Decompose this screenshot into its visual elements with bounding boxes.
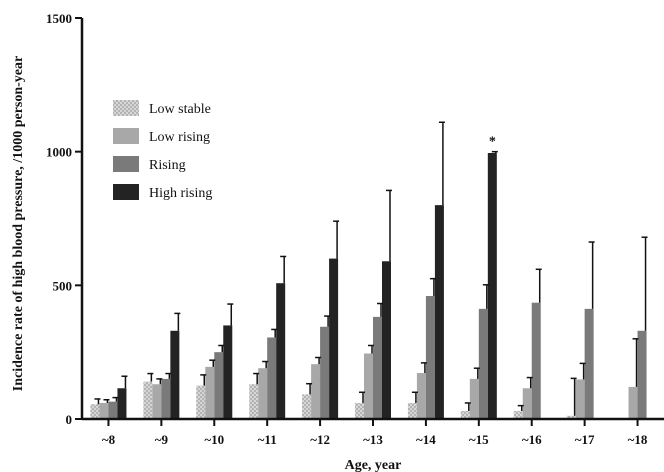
legend-label: Low rising <box>149 130 210 145</box>
legend-swatch <box>113 128 139 144</box>
bar <box>460 410 470 419</box>
bar <box>407 402 417 419</box>
bar <box>355 402 364 419</box>
bar <box>487 153 497 419</box>
bar <box>416 373 426 419</box>
bar <box>584 308 594 419</box>
bar <box>320 326 330 419</box>
bar <box>531 302 541 419</box>
bar <box>152 384 162 419</box>
bar <box>223 325 233 419</box>
x-tick-label: ~16 <box>522 432 542 447</box>
bar <box>425 296 435 419</box>
bar <box>205 366 215 419</box>
bar <box>276 283 286 419</box>
y-tick-label: 500 <box>53 278 73 293</box>
y-axis-title: Incidence rate of high blood pressure, /… <box>11 56 26 391</box>
legend-label: Low stable <box>149 102 211 117</box>
legend-swatch <box>113 184 139 200</box>
bar <box>99 402 109 419</box>
x-tick-label: ~14 <box>416 432 436 447</box>
bar <box>214 352 224 419</box>
y-tick-label: 1000 <box>46 145 72 160</box>
bar <box>117 388 127 419</box>
significance-asterisk: * <box>489 135 496 150</box>
x-tick-label: ~17 <box>575 432 595 447</box>
bar <box>161 378 171 419</box>
y-tick-label: 0 <box>66 412 73 427</box>
legend-label: High rising <box>149 186 212 201</box>
bar <box>628 386 638 419</box>
bar <box>108 401 118 419</box>
x-tick-label: ~11 <box>258 432 277 447</box>
bar <box>373 316 382 419</box>
bar <box>311 364 321 419</box>
x-axis-title: Age, year <box>345 458 402 472</box>
x-tick-label: ~15 <box>469 432 489 447</box>
x-tick-label: ~13 <box>363 432 383 447</box>
bar <box>267 337 277 419</box>
bar <box>302 394 312 419</box>
ticks-layer: 0 500 1000 1500 ~8 ~9 ~10 ~11 ~12 ~13 ~14 ~15 ~16 ~17… <box>46 11 648 447</box>
error-bars-layer <box>94 121 648 416</box>
y-tick-label: 1500 <box>46 11 72 26</box>
bar <box>513 410 523 419</box>
bars-layer <box>90 153 647 419</box>
x-tick-label: ~8 <box>102 432 116 447</box>
bar <box>637 330 647 419</box>
x-tick-label: ~12 <box>310 432 330 447</box>
legend-label: Rising <box>149 158 186 173</box>
bar <box>364 353 373 419</box>
bar <box>170 330 180 419</box>
bar <box>522 388 532 419</box>
legend: Low stable Low rising Rising High rising <box>113 100 212 201</box>
bar <box>329 258 339 419</box>
bar <box>258 368 268 419</box>
legend-swatch <box>113 156 139 172</box>
bar <box>382 261 391 419</box>
bar <box>478 308 488 419</box>
bar <box>566 415 576 419</box>
bar <box>249 384 259 419</box>
annotations-layer: * <box>489 135 496 150</box>
bar <box>575 379 585 419</box>
bar <box>143 381 153 419</box>
x-tick-label: ~18 <box>628 432 648 447</box>
x-tick-label: ~9 <box>155 432 169 447</box>
bar <box>90 404 100 419</box>
legend-swatch <box>113 100 139 116</box>
bar <box>196 385 206 419</box>
bar <box>469 378 479 419</box>
x-tick-label: ~10 <box>204 432 224 447</box>
bar <box>434 205 444 419</box>
